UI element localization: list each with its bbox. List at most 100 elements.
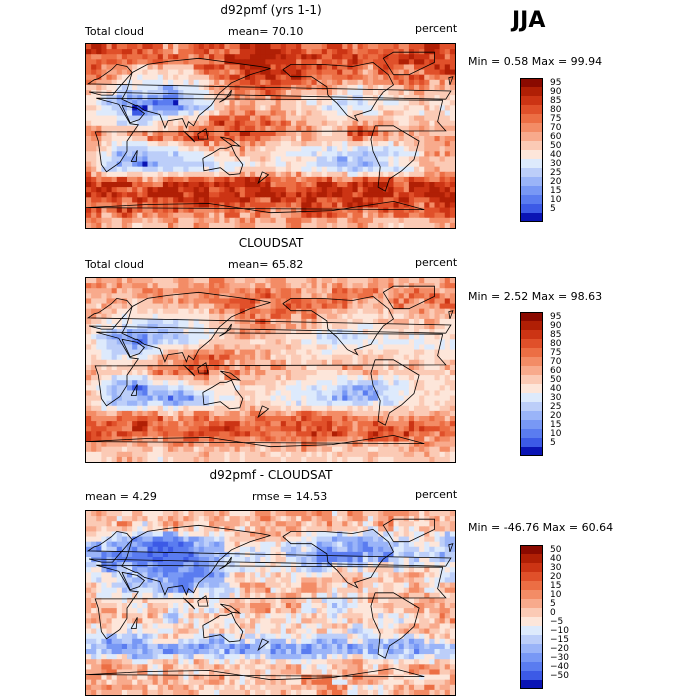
map-cell (101, 370, 108, 376)
map-cell (203, 207, 210, 214)
map-cell (250, 410, 256, 417)
map-cell (244, 176, 251, 183)
map-cell (419, 385, 425, 392)
map-cell (173, 49, 179, 55)
map-cell (367, 202, 374, 209)
map-cell (398, 192, 405, 198)
map-cell (301, 370, 307, 376)
map-cell (373, 375, 379, 381)
map-cell (157, 400, 164, 407)
map-cell (116, 431, 123, 438)
map-cell (439, 64, 446, 71)
map-cell (439, 288, 446, 294)
map-cell (285, 197, 292, 204)
map-cell (188, 69, 195, 76)
colorbar-swatch (520, 96, 543, 105)
map-cell (244, 84, 251, 91)
map-cell (121, 84, 128, 91)
map-cell (219, 161, 225, 168)
map-cell (306, 436, 313, 443)
map-cell (373, 380, 379, 386)
map-cell (183, 426, 190, 432)
map-cell (326, 197, 333, 204)
map-cell (306, 120, 313, 127)
map-cell (183, 192, 190, 198)
map-cell (449, 303, 455, 310)
map-cell (326, 426, 333, 432)
map-cell (398, 151, 405, 158)
map-cell (367, 324, 374, 330)
colorbar-swatch (520, 87, 543, 96)
map-cell (219, 207, 225, 214)
map-cell (270, 105, 277, 112)
map-cell (285, 421, 292, 427)
map-cell (86, 125, 92, 132)
map-cell (285, 283, 292, 289)
map-cell (311, 182, 318, 188)
map-cell (229, 324, 236, 330)
map-cell (152, 171, 159, 178)
map-cell (152, 324, 159, 330)
map-cell (301, 110, 307, 117)
map-cell (352, 166, 359, 173)
map-cell (362, 278, 369, 284)
map-cell (168, 313, 174, 320)
map-cell (388, 90, 395, 96)
map-cell (388, 313, 395, 320)
map-cell (234, 182, 241, 188)
map-cell (403, 324, 410, 330)
map-cell (178, 44, 184, 50)
map-cell (408, 141, 415, 147)
map-cell (229, 136, 236, 142)
map-cell (306, 278, 313, 284)
map-cell (168, 141, 174, 147)
map-cell (378, 146, 384, 152)
map-cell (347, 79, 354, 86)
map-cell (86, 141, 92, 147)
map-cell (224, 380, 231, 386)
map-cell (444, 74, 451, 81)
map-cell (337, 303, 343, 310)
map-cell (142, 84, 149, 91)
map-cell (260, 120, 266, 127)
map-cell (357, 334, 364, 340)
map-cell (408, 130, 415, 137)
map-cell (414, 115, 420, 122)
map-cell (106, 187, 113, 193)
map-cell (378, 156, 384, 163)
map-cell (342, 115, 348, 122)
map-cell (408, 120, 415, 127)
map-cell (147, 202, 154, 209)
map-cell (178, 222, 184, 228)
map-cell (147, 151, 154, 158)
map-cell (96, 298, 102, 305)
map-cell (121, 212, 128, 219)
map-cell (255, 100, 261, 106)
map-cell (270, 59, 277, 66)
map-cell (414, 74, 420, 81)
map-cell (388, 182, 395, 188)
map-cell (296, 364, 302, 371)
map-cell (178, 74, 184, 81)
map-cell (193, 334, 200, 340)
map-cell (193, 395, 200, 402)
map-cell (183, 166, 190, 173)
map-cell (142, 136, 149, 142)
map-cell (352, 192, 359, 198)
map-cell (86, 278, 92, 284)
map-cell (444, 120, 451, 127)
map-cell (101, 176, 108, 183)
map-cell (383, 176, 389, 183)
map-cell (132, 187, 138, 193)
map-cell (291, 375, 297, 381)
map-cell (224, 136, 231, 142)
map-cell (188, 90, 195, 96)
panel-1-header-left: Total cloud (85, 25, 144, 38)
map-cell (362, 364, 369, 371)
map-cell (403, 171, 410, 178)
map-cell (362, 344, 369, 351)
map-cell (342, 359, 348, 366)
map-cell (393, 146, 400, 152)
map-cell (178, 84, 184, 91)
map-cell (86, 359, 92, 366)
